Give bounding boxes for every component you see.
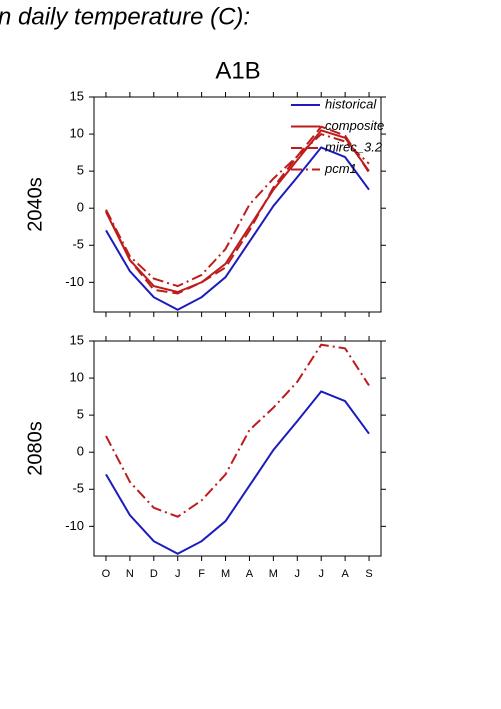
y-axis-label: 2080s [24,421,46,476]
x-tick-label: A [246,568,254,580]
legend-label: pcm1 [324,161,357,176]
x-tick-label: N [126,568,134,580]
x-tick-label: J [175,568,181,580]
y-tick-label: 5 [77,163,84,178]
legend-label: historical [325,96,377,111]
y-tick-label: 10 [70,126,84,141]
x-tick-label: J [318,568,324,580]
chart-title: A1B [215,57,260,84]
x-tick-label: O [102,568,111,580]
x-tick-label: M [269,568,278,580]
x-tick-label: M [221,568,230,580]
x-tick-label: F [198,568,205,580]
y-axis-label: 2040s [24,177,46,232]
series-line [105,343,370,518]
y-tick-label: 15 [70,332,84,347]
x-tick-label: S [365,568,372,580]
y-tick-label: -10 [65,518,84,533]
y-tick-label: 15 [70,88,84,103]
y-tick-label: 0 [77,200,84,215]
y-tick-label: 10 [70,370,84,385]
series-line [105,129,370,294]
y-tick-label: 5 [77,407,84,422]
series-line [105,390,370,555]
plot-frame [93,96,382,313]
series-line [105,132,370,288]
x-tick-label: D [150,568,158,580]
y-tick-label: -5 [72,481,84,496]
y-tick-label: 0 [77,444,84,459]
y-tick-label: -10 [65,274,84,289]
page-title: n daily temperature (C): [0,3,250,30]
legend-label: composite [325,118,384,133]
series-line [105,125,370,295]
x-tick-label: J [295,568,301,580]
plot-frame [93,340,382,557]
y-tick-label: -5 [72,237,84,252]
legend-label: mirec_3.2 [325,139,383,154]
x-tick-label: A [341,568,349,580]
series-line [105,146,370,311]
